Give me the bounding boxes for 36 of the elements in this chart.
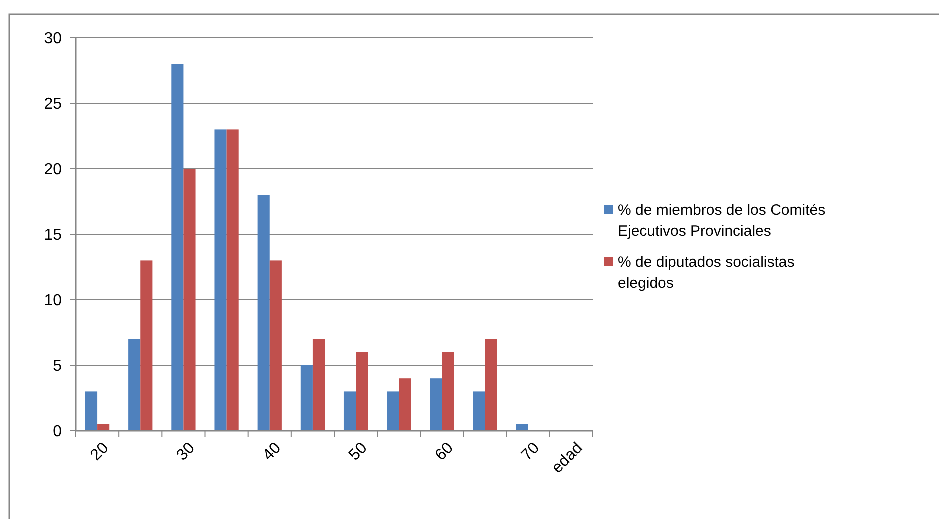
y-tick-label: 15 (44, 227, 62, 244)
bar (312, 339, 326, 431)
legend-label: % de diputados socialistas elegidos (618, 254, 795, 292)
x-tick-label: 70 (518, 440, 544, 464)
bar (473, 392, 486, 431)
bar (485, 339, 498, 431)
bar (387, 392, 400, 431)
bar (172, 64, 184, 431)
bar (140, 260, 153, 431)
bar (356, 352, 368, 431)
bar (399, 378, 412, 431)
bar (258, 195, 270, 431)
bar (184, 169, 196, 431)
bar (344, 392, 356, 431)
y-tick-label: 20 (44, 162, 62, 179)
x-tick-label: 30 (174, 440, 199, 464)
bar (85, 392, 98, 431)
bar (300, 366, 313, 431)
bar (226, 130, 239, 431)
y-tick-label: 0 (53, 424, 62, 441)
x-tick-label: 50 (346, 440, 371, 464)
bar (430, 378, 442, 431)
bar (516, 424, 528, 431)
x-tick-label: 40 (260, 440, 285, 464)
y-tick-label: 5 (53, 358, 62, 376)
bar (214, 130, 227, 431)
bar (442, 352, 454, 431)
legend-label: % de miembros de los Comités Ejecutivos Provinciales (618, 202, 826, 240)
bar (98, 424, 110, 431)
y-tick-label: 25 (44, 96, 62, 114)
y-tick-label: 30 (44, 30, 62, 48)
bar (128, 339, 141, 431)
y-tick-label: 10 (44, 292, 62, 310)
x-tick-label: 60 (432, 440, 458, 464)
bar (270, 260, 282, 431)
x-tick-label: 20 (88, 440, 112, 464)
